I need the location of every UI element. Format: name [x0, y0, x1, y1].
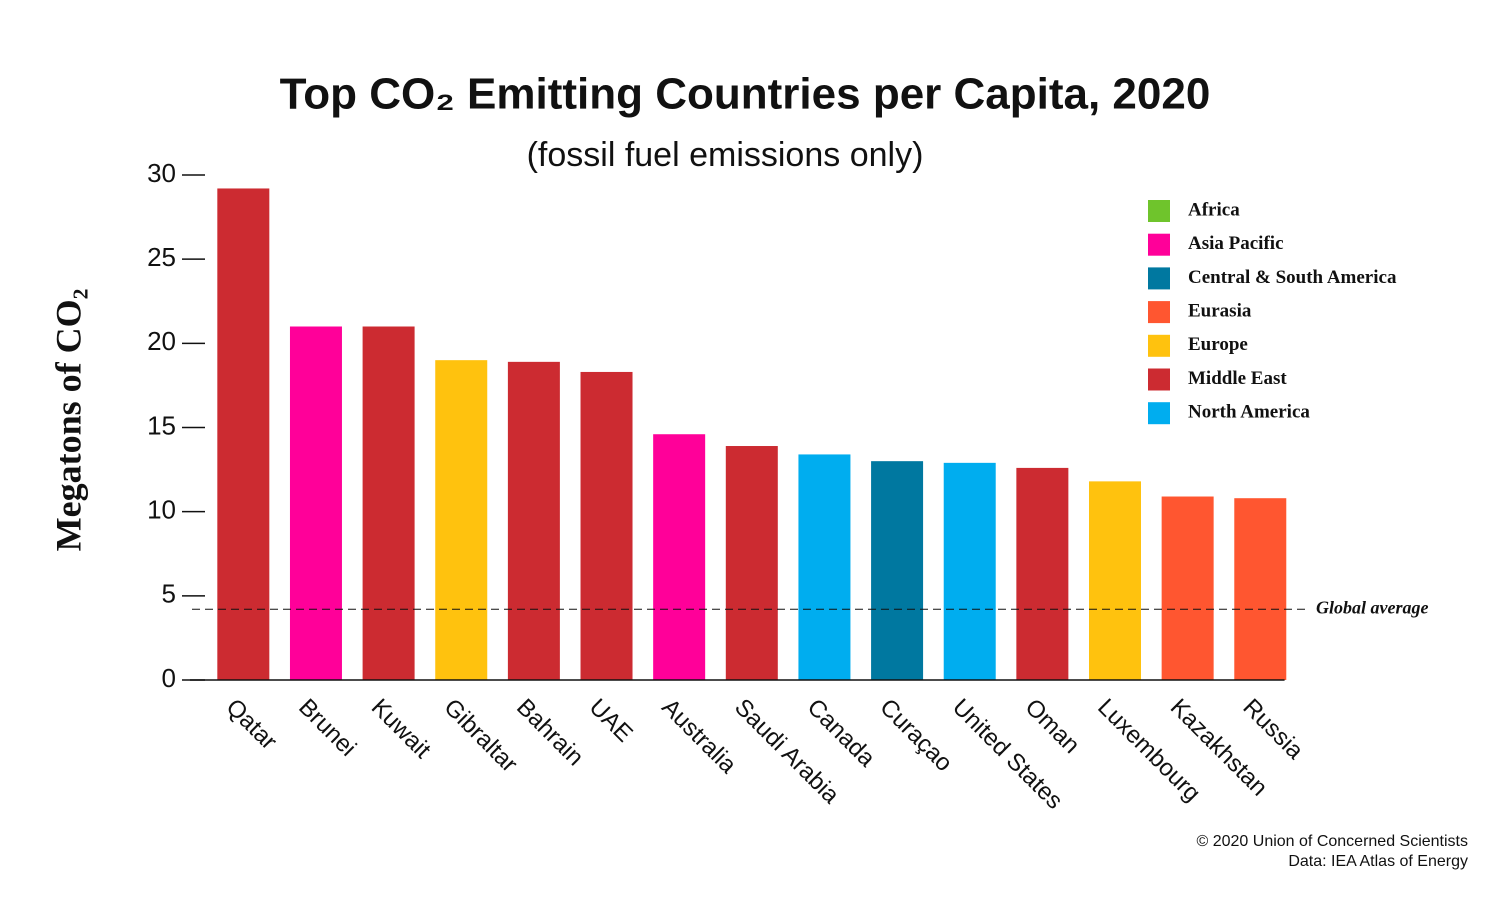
x-tick-label: UAE [584, 694, 638, 748]
chart-subtitle: (fossil fuel emissions only) [527, 136, 924, 174]
legend-swatch [1148, 334, 1170, 357]
reference-label: Global average [1316, 597, 1428, 617]
legend-swatch [1148, 402, 1170, 425]
bar [871, 461, 924, 680]
y-tick-label: 20 [147, 326, 176, 356]
bar [1089, 481, 1141, 680]
x-tick-label: Oman [1020, 694, 1085, 759]
legend-swatch [1148, 301, 1170, 324]
legend-label: Central & South America [1188, 267, 1397, 288]
bar [1161, 496, 1214, 680]
bar [362, 326, 415, 680]
bar [289, 326, 342, 680]
y-tick-label: 25 [147, 242, 176, 272]
y-axis-label: Megatons of CO₂ [48, 289, 88, 552]
bar [580, 371, 633, 680]
x-tick-label: Russia [1238, 694, 1309, 765]
bar [725, 446, 778, 680]
x-tick-label: Kuwait [366, 694, 436, 764]
y-tick-label: 5 [162, 579, 176, 609]
bar [507, 361, 560, 680]
legend-label: Middle East [1188, 368, 1287, 389]
x-tick-label: Qatar [221, 694, 283, 756]
legend-label: Europe [1188, 334, 1248, 355]
x-tick-label: Brunei [293, 694, 361, 762]
bar [435, 360, 488, 680]
bar [798, 454, 851, 680]
legend-swatch [1148, 368, 1170, 391]
legend-swatch [1148, 200, 1170, 222]
x-tick-label: Gibraltar [439, 694, 523, 778]
y-tick-label: 0 [162, 663, 176, 693]
y-tick-label: 30 [147, 158, 176, 188]
bar [1234, 498, 1287, 680]
footer-text: © 2020 Union of Concerned Scientists [1197, 833, 1469, 850]
bar [217, 188, 270, 680]
bar [653, 434, 706, 680]
legend-label: Asia Pacific [1188, 233, 1284, 254]
legend-swatch [1148, 233, 1170, 256]
y-tick-label: 15 [147, 410, 176, 440]
x-tick-label: Curaçao [874, 694, 957, 777]
x-tick-label: Australia [656, 694, 742, 780]
bar [943, 462, 996, 680]
chart-title: Top CO₂ Emitting Countries per Capita, 2… [280, 70, 1211, 119]
legend-label: Africa [1188, 199, 1240, 220]
legend-label: Eurasia [1188, 300, 1252, 321]
legend-label: North America [1188, 402, 1310, 423]
legend-swatch [1148, 267, 1170, 290]
x-tick-label: Bahrain [511, 694, 589, 772]
bar [1016, 467, 1069, 680]
footer-text: Data: IEA Atlas of Energy [1288, 853, 1468, 870]
y-tick-label: 10 [147, 495, 176, 525]
